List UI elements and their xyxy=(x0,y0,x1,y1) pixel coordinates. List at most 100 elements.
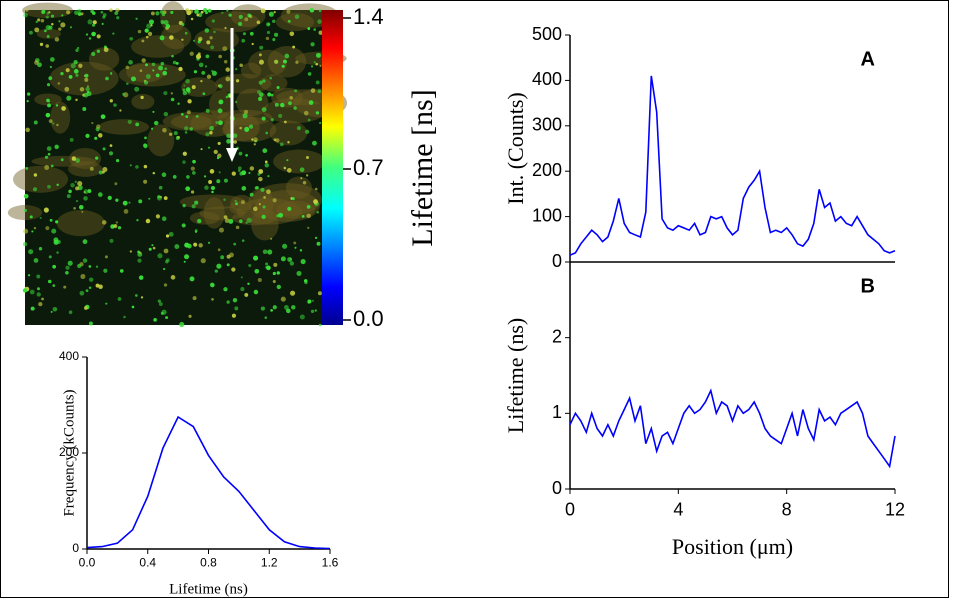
image-spot xyxy=(165,258,170,263)
image-spot xyxy=(253,137,258,143)
image-spot xyxy=(65,270,69,275)
image-spot xyxy=(69,26,73,29)
image-spot xyxy=(299,249,303,252)
image-spot xyxy=(305,174,309,177)
image-spot xyxy=(103,47,109,53)
image-spot xyxy=(102,114,105,117)
image-spot xyxy=(29,30,33,35)
image-spot xyxy=(265,265,268,269)
image-spot xyxy=(34,27,40,33)
image-spot xyxy=(319,121,322,125)
image-spot xyxy=(102,167,108,173)
image-spot xyxy=(240,200,245,205)
image-spot xyxy=(265,131,269,135)
image-spot xyxy=(184,31,188,35)
image-spot xyxy=(313,61,316,64)
image-spot xyxy=(52,306,58,312)
image-spot xyxy=(96,34,101,39)
image-spot xyxy=(45,226,50,231)
image-spot xyxy=(55,220,59,224)
image-spot xyxy=(164,67,168,71)
image-spot xyxy=(148,19,154,25)
image-spot xyxy=(138,199,143,204)
colorbar-tick-label: 1.4 xyxy=(353,4,384,29)
image-spot xyxy=(193,70,198,74)
image-spot xyxy=(296,126,301,131)
image-spot xyxy=(265,262,269,266)
image-spot xyxy=(127,119,132,125)
image-spot xyxy=(217,248,221,252)
image-spot xyxy=(50,14,55,18)
image-spot xyxy=(249,15,253,19)
image-spot xyxy=(161,172,167,178)
data-line xyxy=(569,388,896,469)
image-spot xyxy=(185,8,189,12)
image-spot xyxy=(66,194,71,199)
image-spot xyxy=(264,160,268,164)
image-spot xyxy=(218,120,223,126)
colorbar-tick-label: 0.0 xyxy=(353,306,384,331)
image-spot xyxy=(244,126,250,132)
image-spot xyxy=(266,189,271,195)
image-spot xyxy=(165,316,169,320)
image-spot xyxy=(294,246,297,249)
image-spot xyxy=(71,156,77,161)
image-spot xyxy=(284,53,290,59)
image-spot xyxy=(299,167,305,173)
image-blob xyxy=(240,62,262,79)
x-tick-label: 0.4 xyxy=(139,556,156,570)
data-line xyxy=(86,415,331,550)
image-spot xyxy=(261,214,266,219)
image-spot xyxy=(289,31,295,37)
image-spot xyxy=(152,110,155,113)
image-spot xyxy=(83,189,89,195)
image-spot xyxy=(177,135,180,139)
image-spot xyxy=(223,215,228,220)
image-spot xyxy=(97,192,103,197)
image-spot xyxy=(245,153,248,157)
image-spot xyxy=(159,35,165,41)
image-spot xyxy=(260,8,266,14)
image-spot xyxy=(186,110,191,115)
image-spot xyxy=(242,32,246,36)
image-spot xyxy=(200,148,203,151)
image-spot xyxy=(287,19,291,23)
image-spot xyxy=(119,109,122,112)
image-spot xyxy=(139,69,143,73)
image-spot xyxy=(170,92,174,95)
image-spot xyxy=(101,220,107,225)
image-spot xyxy=(282,59,287,64)
image-spot xyxy=(79,87,85,92)
image-spot xyxy=(159,10,164,14)
image-spot xyxy=(273,59,279,64)
image-spot xyxy=(33,227,37,230)
image-spot xyxy=(288,101,292,106)
image-spot xyxy=(241,186,247,191)
image-spot xyxy=(253,255,259,261)
image-spot xyxy=(272,280,276,284)
image-spot xyxy=(61,14,64,17)
image-blob xyxy=(162,112,221,131)
image-spot xyxy=(307,72,312,76)
image-spot xyxy=(240,287,245,292)
image-spot xyxy=(157,253,163,259)
image-spot xyxy=(137,258,142,263)
image-spot xyxy=(49,57,55,62)
image-spot xyxy=(94,136,98,140)
image-spot xyxy=(234,199,237,203)
image-spot xyxy=(307,118,311,122)
image-spot xyxy=(258,169,264,174)
image-spot xyxy=(292,45,296,49)
image-spot xyxy=(181,38,184,41)
image-spot xyxy=(217,108,223,114)
image-spot xyxy=(144,28,149,33)
image-spot xyxy=(262,205,266,209)
image-blob xyxy=(7,205,43,221)
image-spot xyxy=(251,138,254,141)
image-spot xyxy=(248,264,252,268)
image-spot xyxy=(33,120,38,125)
image-spot xyxy=(84,73,89,78)
image-spot xyxy=(117,297,122,301)
image-spot xyxy=(289,258,292,261)
panel-label: A xyxy=(861,48,875,70)
